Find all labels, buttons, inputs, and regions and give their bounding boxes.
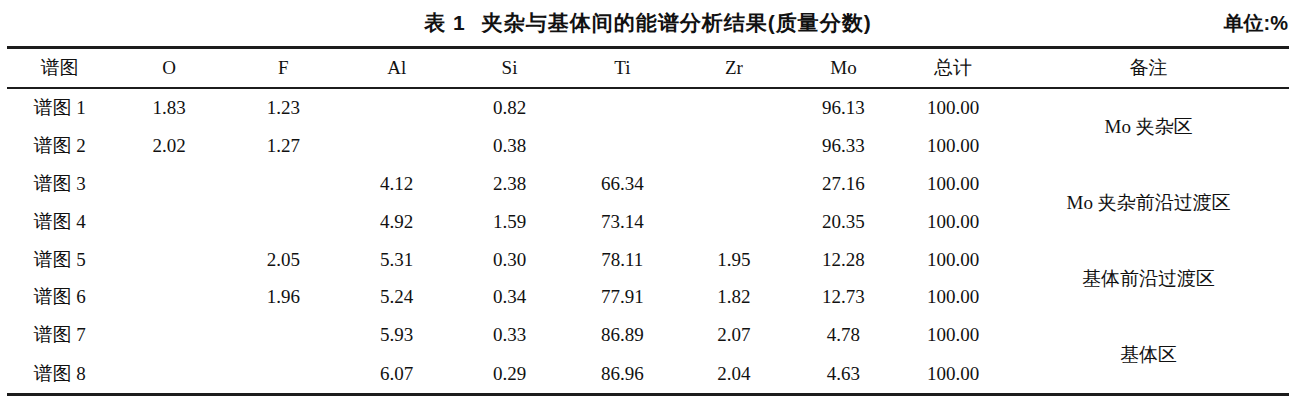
header-row: 谱图 O F Al Si Ti Zr Mo 总计 备注 xyxy=(7,48,1289,88)
row-label: 谱图 8 xyxy=(7,354,112,394)
row-label: 谱图 1 xyxy=(7,88,112,127)
cell-total: 100.00 xyxy=(898,203,1008,241)
col-header-mo: Mo xyxy=(789,48,898,88)
row-label: 谱图 4 xyxy=(7,203,112,241)
col-header-ti: Ti xyxy=(566,48,679,88)
cell-ti: 73.14 xyxy=(566,203,679,241)
cell-al: 6.07 xyxy=(340,354,453,394)
cell-o xyxy=(112,241,226,279)
col-header-f: F xyxy=(226,48,340,88)
cell-total: 100.00 xyxy=(898,165,1008,203)
table-row: 谱图 3 4.12 2.38 66.34 27.16 100.00 Mo 夹杂前… xyxy=(7,165,1289,203)
cell-f: 1.96 xyxy=(226,279,340,317)
cell-o xyxy=(112,316,226,354)
table-row: 谱图 7 5.93 0.33 86.89 2.07 4.78 100.00 基体… xyxy=(7,316,1289,354)
cell-ti: 86.96 xyxy=(566,354,679,394)
cell-zr xyxy=(679,88,789,127)
table-row: 谱图 1 1.83 1.23 0.82 96.13 100.00 Mo 夹杂区 xyxy=(7,88,1289,127)
cell-total: 100.00 xyxy=(898,88,1008,127)
col-header-si: Si xyxy=(453,48,566,88)
cell-zr xyxy=(679,203,789,241)
cell-al: 4.12 xyxy=(340,165,453,203)
cell-o xyxy=(112,354,226,394)
row-label: 谱图 6 xyxy=(7,279,112,317)
cell-f: 2.05 xyxy=(226,241,340,279)
note-cell: Mo 夹杂前沿过渡区 xyxy=(1008,165,1289,241)
col-header-al: Al xyxy=(340,48,453,88)
cell-total: 100.00 xyxy=(898,241,1008,279)
cell-ti: 77.91 xyxy=(566,279,679,317)
cell-al: 5.93 xyxy=(340,316,453,354)
cell-mo: 96.13 xyxy=(789,88,898,127)
cell-zr xyxy=(679,127,789,165)
table-title: 表 1 夹杂与基体间的能谱分析结果(质量分数) xyxy=(0,9,1296,37)
cell-zr xyxy=(679,165,789,203)
col-header-note: 备注 xyxy=(1008,48,1289,88)
cell-mo: 27.16 xyxy=(789,165,898,203)
cell-si: 1.59 xyxy=(453,203,566,241)
cell-o: 1.83 xyxy=(112,88,226,127)
cell-mo: 12.73 xyxy=(789,279,898,317)
cell-ti: 66.34 xyxy=(566,165,679,203)
cell-si: 0.30 xyxy=(453,241,566,279)
cell-al xyxy=(340,88,453,127)
cell-f xyxy=(226,316,340,354)
row-label: 谱图 3 xyxy=(7,165,112,203)
cell-zr: 1.95 xyxy=(679,241,789,279)
unit-label: 单位:% xyxy=(1224,10,1288,37)
cell-f xyxy=(226,203,340,241)
note-cell: Mo 夹杂区 xyxy=(1008,88,1289,165)
cell-mo: 96.33 xyxy=(789,127,898,165)
cell-f: 1.23 xyxy=(226,88,340,127)
cell-ti: 86.89 xyxy=(566,316,679,354)
cell-o xyxy=(112,165,226,203)
cell-total: 100.00 xyxy=(898,316,1008,354)
cell-si: 0.29 xyxy=(453,354,566,394)
cell-f: 1.27 xyxy=(226,127,340,165)
paper-table-figure: 表 1 夹杂与基体间的能谱分析结果(质量分数) 单位:% 谱图 O F Al Si… xyxy=(0,0,1296,401)
cell-mo: 4.63 xyxy=(789,354,898,394)
cell-si: 0.38 xyxy=(453,127,566,165)
cell-zr: 2.07 xyxy=(679,316,789,354)
cell-si: 0.34 xyxy=(453,279,566,317)
cell-total: 100.00 xyxy=(898,279,1008,317)
table-number: 表 1 xyxy=(424,11,466,34)
cell-al xyxy=(340,127,453,165)
table-caption-row: 表 1 夹杂与基体间的能谱分析结果(质量分数) 单位:% xyxy=(0,0,1296,46)
cell-mo: 20.35 xyxy=(789,203,898,241)
cell-o: 2.02 xyxy=(112,127,226,165)
col-header-label: 谱图 xyxy=(7,48,112,88)
note-cell: 基体区 xyxy=(1008,316,1289,394)
cell-si: 2.38 xyxy=(453,165,566,203)
cell-zr: 1.82 xyxy=(679,279,789,317)
cell-al: 5.31 xyxy=(340,241,453,279)
col-header-total: 总计 xyxy=(898,48,1008,88)
eds-results-table: 谱图 O F Al Si Ti Zr Mo 总计 备注 谱图 1 1.83 1.… xyxy=(7,46,1289,396)
row-label: 谱图 5 xyxy=(7,241,112,279)
col-header-o: O xyxy=(112,48,226,88)
cell-ti xyxy=(566,88,679,127)
table-row: 谱图 5 2.05 5.31 0.30 78.11 1.95 12.28 100… xyxy=(7,241,1289,279)
col-header-zr: Zr xyxy=(679,48,789,88)
cell-ti xyxy=(566,127,679,165)
cell-al: 5.24 xyxy=(340,279,453,317)
cell-total: 100.00 xyxy=(898,354,1008,394)
cell-mo: 12.28 xyxy=(789,241,898,279)
cell-al: 4.92 xyxy=(340,203,453,241)
cell-f xyxy=(226,354,340,394)
cell-f xyxy=(226,165,340,203)
cell-o xyxy=(112,279,226,317)
cell-si: 0.82 xyxy=(453,88,566,127)
row-label: 谱图 2 xyxy=(7,127,112,165)
cell-o xyxy=(112,203,226,241)
cell-ti: 78.11 xyxy=(566,241,679,279)
table-title-text: 夹杂与基体间的能谱分析结果(质量分数) xyxy=(482,11,872,34)
cell-mo: 4.78 xyxy=(789,316,898,354)
note-cell: 基体前沿过渡区 xyxy=(1008,241,1289,317)
cell-total: 100.00 xyxy=(898,127,1008,165)
row-label: 谱图 7 xyxy=(7,316,112,354)
cell-si: 0.33 xyxy=(453,316,566,354)
cell-zr: 2.04 xyxy=(679,354,789,394)
